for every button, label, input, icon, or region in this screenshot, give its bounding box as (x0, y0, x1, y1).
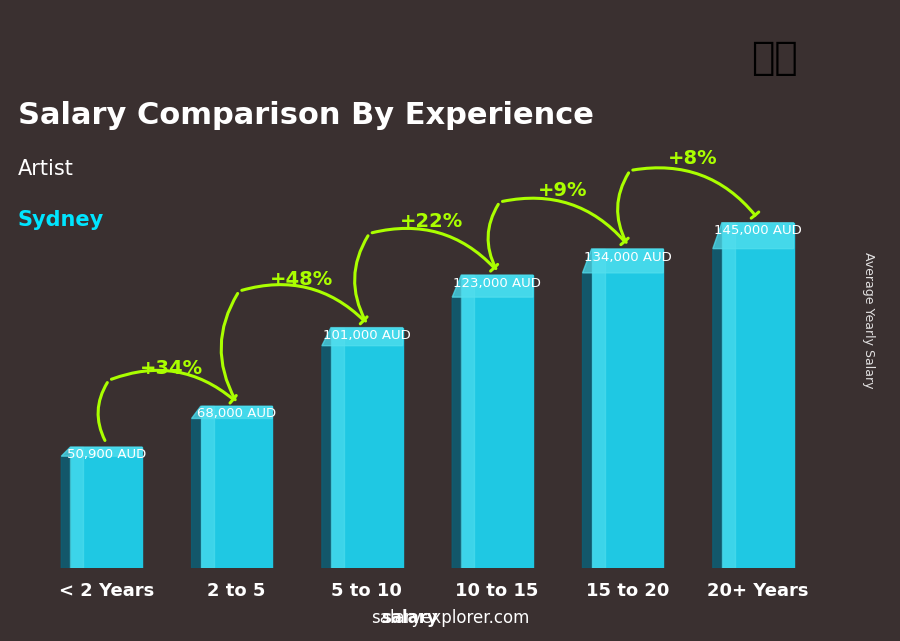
Text: 145,000 AUD: 145,000 AUD (714, 224, 802, 237)
Bar (591, 249, 663, 569)
Text: 50,900 AUD: 50,900 AUD (67, 447, 146, 461)
Polygon shape (61, 447, 70, 569)
Bar (462, 275, 533, 569)
Bar (722, 222, 794, 569)
Bar (591, 249, 605, 569)
Text: 101,000 AUD: 101,000 AUD (323, 329, 410, 342)
Bar (462, 275, 474, 569)
Text: Sydney: Sydney (18, 210, 104, 229)
Polygon shape (322, 328, 402, 345)
Text: 134,000 AUD: 134,000 AUD (583, 251, 671, 263)
Bar (201, 406, 273, 569)
Bar (722, 222, 734, 569)
Text: +8%: +8% (668, 149, 717, 169)
Text: +34%: +34% (140, 359, 202, 378)
Bar (70, 447, 142, 569)
Polygon shape (452, 275, 533, 297)
Bar (331, 328, 344, 569)
Polygon shape (322, 328, 331, 569)
Polygon shape (582, 249, 591, 569)
Text: Artist: Artist (18, 160, 74, 179)
Text: Salary Comparison By Experience: Salary Comparison By Experience (18, 101, 593, 130)
Polygon shape (192, 406, 201, 569)
Polygon shape (582, 249, 663, 273)
Text: 68,000 AUD: 68,000 AUD (197, 407, 276, 420)
Text: 123,000 AUD: 123,000 AUD (454, 277, 541, 290)
Polygon shape (61, 447, 142, 456)
Bar (70, 447, 84, 569)
Text: +9%: +9% (537, 181, 587, 200)
Text: 🇦🇺: 🇦🇺 (751, 38, 797, 77)
Text: Average Yearly Salary: Average Yearly Salary (862, 253, 875, 388)
Polygon shape (452, 275, 462, 569)
Bar (331, 328, 402, 569)
Polygon shape (713, 222, 794, 249)
Bar (201, 406, 213, 569)
Polygon shape (192, 406, 273, 419)
Text: +48%: +48% (270, 270, 333, 289)
Text: +22%: +22% (400, 212, 464, 231)
Polygon shape (713, 222, 722, 569)
Text: salary: salary (381, 609, 438, 627)
Text: salaryexplorer.com: salaryexplorer.com (371, 609, 529, 627)
